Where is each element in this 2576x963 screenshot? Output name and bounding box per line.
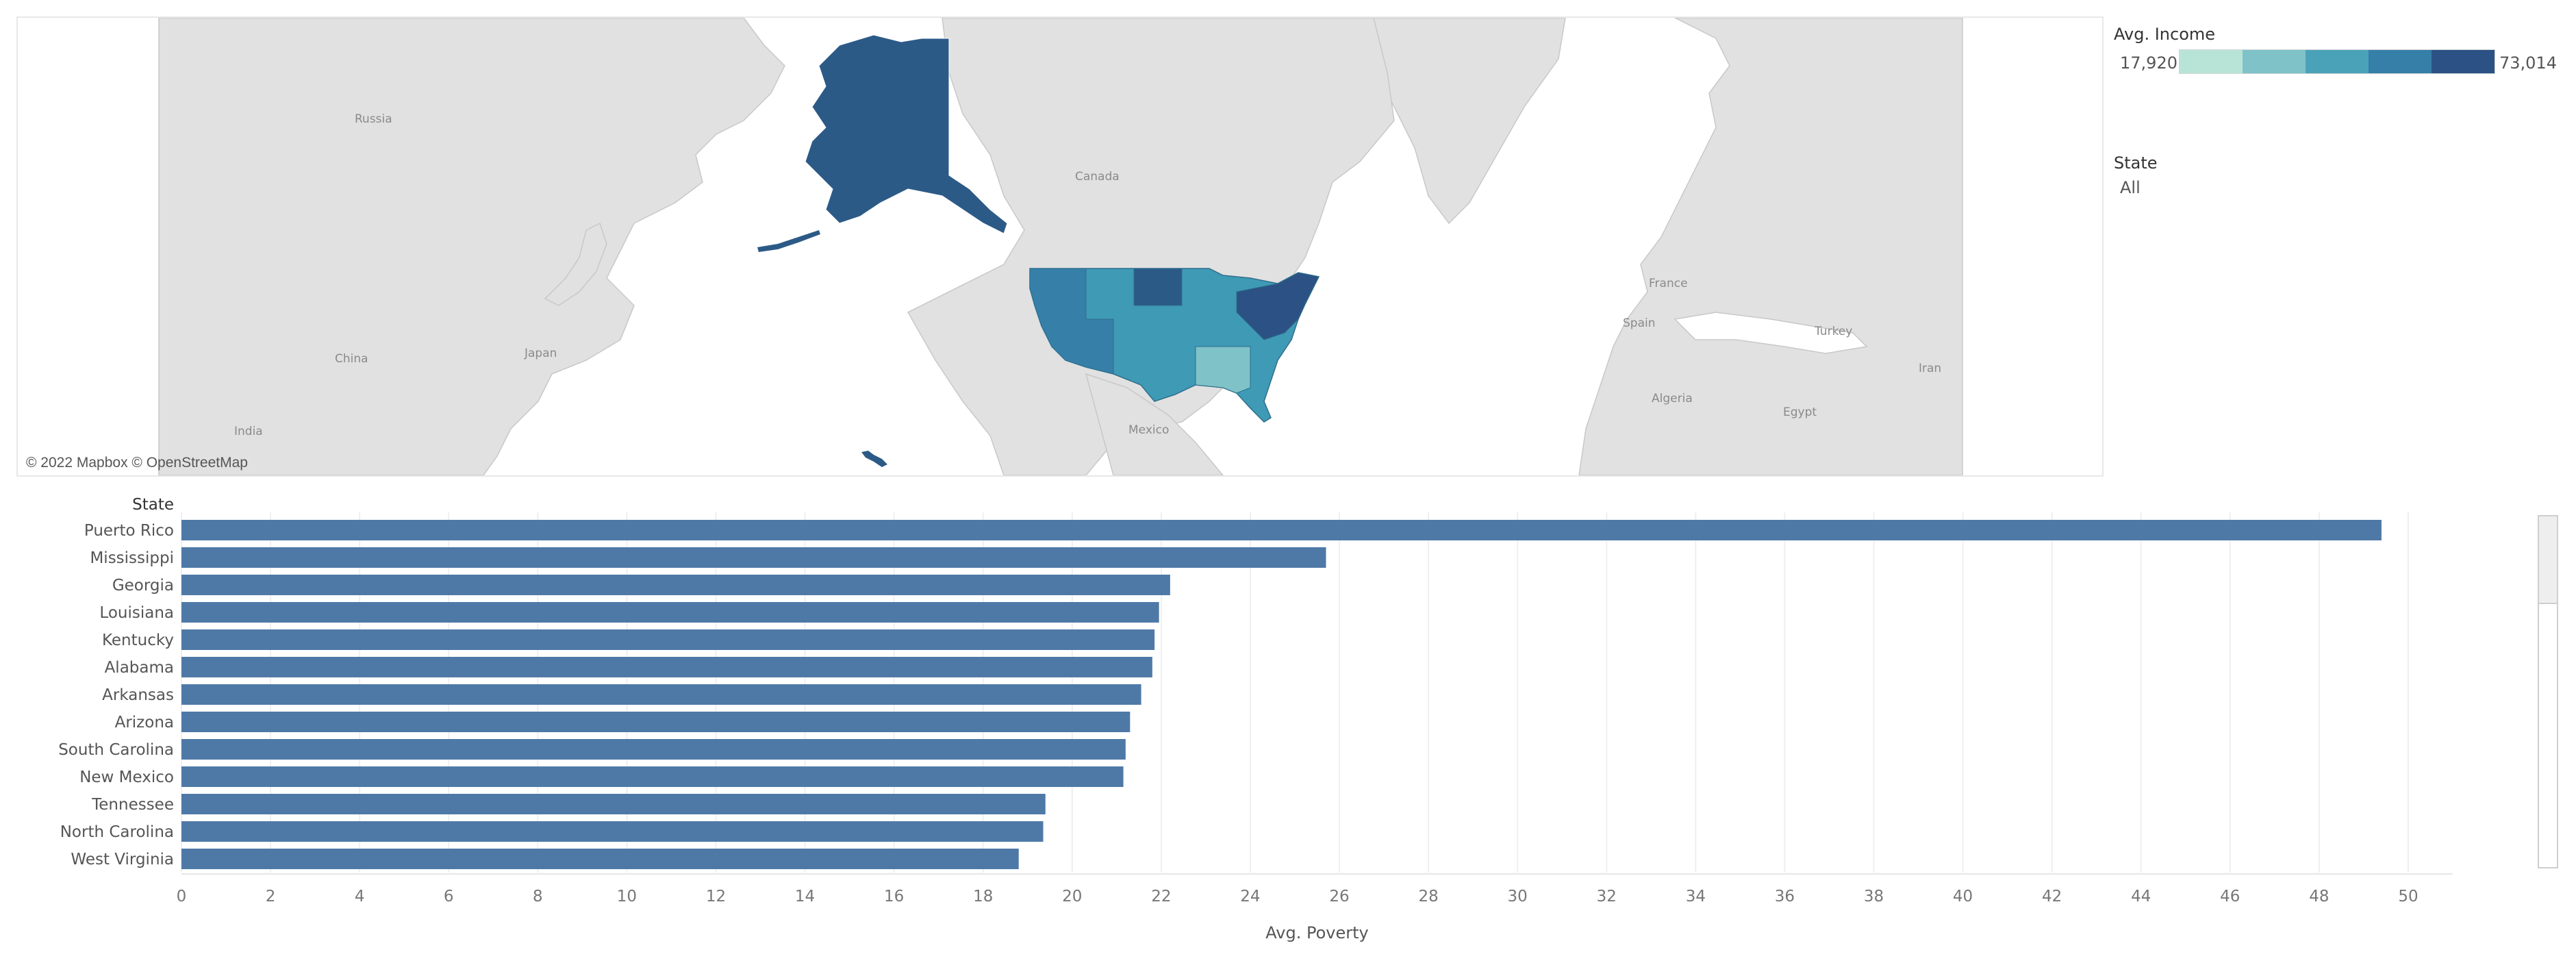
- legend-color-ramp: [2179, 49, 2495, 74]
- aleutian-islands: [757, 230, 820, 252]
- bar-7: [181, 712, 1131, 732]
- country-label-france: France: [1649, 277, 1688, 290]
- category-label-12: West Virginia: [71, 851, 174, 868]
- x-tick-label-40: 40: [1953, 888, 1973, 905]
- filter-title: State: [2114, 153, 2158, 173]
- x-tick-label-38: 38: [1864, 888, 1884, 905]
- landmass-europe-africa: [1578, 18, 1963, 475]
- legend-swatch-2: [2306, 50, 2369, 73]
- x-tick-label-42: 42: [2042, 888, 2062, 905]
- x-tick-label-32: 32: [1597, 888, 1617, 905]
- x-tick-label-10: 10: [617, 888, 637, 905]
- bar-6: [181, 684, 1141, 705]
- category-label-4: Kentucky: [102, 631, 174, 649]
- legend-max-label: 73,014: [2499, 53, 2557, 73]
- x-tick-label-48: 48: [2309, 888, 2329, 905]
- x-tick-label-46: 46: [2220, 888, 2240, 905]
- x-axis-title: Avg. Poverty: [1265, 923, 1368, 942]
- bar-9: [181, 766, 1124, 787]
- bar-8: [181, 739, 1126, 760]
- scrollbar-thumb[interactable]: [2539, 516, 2557, 604]
- landmass-central-america: [1085, 373, 1224, 475]
- choropleth-map[interactable]: Russia Canada China Japan India Mexico F…: [16, 16, 2104, 477]
- us-northeast-region[interactable]: [1236, 272, 1319, 340]
- country-label-mexico: Mexico: [1128, 423, 1170, 437]
- legend-swatch-3: [2369, 50, 2432, 73]
- x-tick-label-18: 18: [973, 888, 993, 905]
- bar-12: [181, 849, 1019, 869]
- x-tick-label-8: 8: [533, 888, 543, 905]
- country-label-india: India: [234, 425, 263, 438]
- landmass-japan: [544, 222, 607, 306]
- us-south-region[interactable]: [1195, 346, 1251, 394]
- x-tick-label-30: 30: [1508, 888, 1528, 905]
- category-label-3: Louisiana: [99, 604, 174, 622]
- bar-4: [181, 629, 1155, 650]
- bar-2: [181, 575, 1170, 595]
- x-tick-label-28: 28: [1418, 888, 1438, 905]
- us-west-region[interactable]: [1029, 268, 1114, 375]
- state-hawaii[interactable]: [861, 451, 887, 467]
- x-tick-label-6: 6: [444, 888, 454, 905]
- category-label-1: Mississippi: [90, 549, 174, 567]
- scrollbar[interactable]: [2538, 515, 2558, 868]
- category-label-5: Alabama: [105, 659, 174, 677]
- legend-swatch-4: [2432, 50, 2495, 73]
- country-label-egypt: Egypt: [1783, 405, 1817, 419]
- legend-swatch-0: [2180, 50, 2243, 73]
- category-label-9: New Mexico: [79, 768, 174, 786]
- x-tick-label-44: 44: [2131, 888, 2151, 905]
- legend-title: Avg. Income: [2114, 25, 2216, 44]
- x-tick-label-0: 0: [177, 888, 187, 905]
- bar-0: [181, 520, 2382, 540]
- bar-10: [181, 794, 1046, 814]
- x-tick-label-2: 2: [266, 888, 276, 905]
- map-attribution: © 2022 Mapbox © OpenStreetMap: [26, 455, 248, 471]
- category-label-8: South Carolina: [58, 741, 174, 759]
- category-label-6: Arkansas: [102, 686, 174, 704]
- us-upper-midwest-region[interactable]: [1133, 268, 1183, 306]
- bar-1: [181, 547, 1326, 568]
- category-label-10: Tennessee: [91, 796, 174, 814]
- bar-5: [181, 657, 1152, 677]
- x-tick-label-34: 34: [1686, 888, 1706, 905]
- legend-swatch-1: [2243, 50, 2306, 73]
- x-tick-label-4: 4: [355, 888, 365, 905]
- x-tick-label-22: 22: [1151, 888, 1171, 905]
- category-label-11: North Carolina: [60, 823, 174, 841]
- x-tick-label-36: 36: [1775, 888, 1795, 905]
- x-tick-label-16: 16: [884, 888, 904, 905]
- water-mediterranean: [1674, 312, 1868, 354]
- country-label-iran: Iran: [1919, 362, 1942, 375]
- x-tick-label-24: 24: [1240, 888, 1260, 905]
- x-tick-label-26: 26: [1329, 888, 1349, 905]
- category-label-7: Arizona: [115, 714, 174, 731]
- country-label-canada: Canada: [1075, 170, 1120, 184]
- legend-min-label: 17,920: [2120, 53, 2177, 73]
- country-label-spain: Spain: [1623, 316, 1656, 330]
- landmass-asia: [158, 18, 785, 475]
- country-label-algeria: Algeria: [1652, 392, 1693, 405]
- state-alaska[interactable]: [805, 34, 1008, 234]
- country-label-russia: Russia: [355, 112, 392, 126]
- bar-11: [181, 821, 1044, 842]
- x-tick-label-20: 20: [1062, 888, 1082, 905]
- state-filter-value[interactable]: All: [2120, 178, 2141, 197]
- x-tick-label-12: 12: [706, 888, 726, 905]
- x-tick-label-14: 14: [795, 888, 815, 905]
- x-tick-label-50: 50: [2398, 888, 2418, 905]
- landmass-greenland: [1373, 18, 1566, 225]
- country-label-japan: Japan: [525, 347, 557, 360]
- category-label-0: Puerto Rico: [84, 522, 174, 540]
- map-canvas[interactable]: [18, 18, 2102, 475]
- bar-3: [181, 602, 1159, 623]
- category-label-2: Georgia: [112, 577, 174, 595]
- row-header: State: [132, 496, 174, 514]
- country-label-turkey: Turkey: [1815, 325, 1853, 338]
- country-label-china: China: [335, 352, 368, 366]
